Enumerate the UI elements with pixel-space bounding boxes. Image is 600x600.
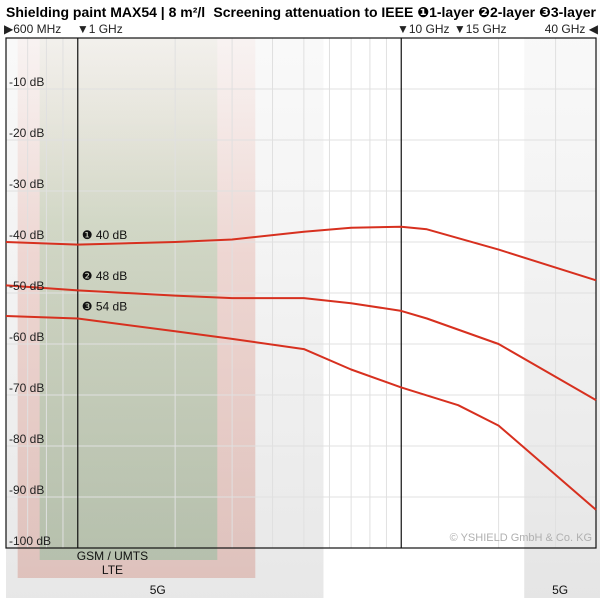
band-label: GSM / UMTS [77,549,148,563]
grid [5,37,597,549]
y-tick-label: -40 dB [9,228,44,242]
plot-frame [5,37,597,549]
x-tick-label: ▼15 GHz [454,22,507,36]
y-tick-label: -10 dB [9,75,44,89]
x-tick-label: ▶600 MHz [4,22,61,36]
chart-subtitle-legend: Screening attenuation to IEEE ❶1-layer ❷… [213,4,596,20]
annotation-label: ❸ 54 dB [82,299,127,313]
band-5g-high [524,38,600,598]
x-tick-label: ▼10 GHz [397,22,450,36]
series-lines [5,225,597,511]
y-tick-label: -30 dB [9,177,44,191]
y-tick-label: -70 dB [9,381,44,395]
y-tick-label: -100 dB [9,534,51,548]
band-label: LTE [102,563,123,577]
chart-title: Shielding paint MAX54 | 8 m²/l [6,4,205,20]
y-tick-label: -60 dB [9,330,44,344]
band-label: 5G [150,583,166,597]
series-line-2-layer [5,284,597,401]
y-tick-label: -80 dB [9,432,44,446]
annotation-label: ❶ 40 dB [82,228,127,242]
y-tick-label: -90 dB [9,483,44,497]
x-tick-label: ▼1 GHz [77,22,123,36]
band-label: 5G [552,583,568,597]
annotation-label: ❷ 48 dB [82,269,127,283]
y-tick-label: -50 dB [9,279,44,293]
x-tick-label: 40 GHz ◀ [545,22,599,36]
labels: Shielding paint MAX54 | 8 m²/l Screening … [4,4,599,597]
series-line-3-layer [5,315,597,511]
copyright-label: © YSHIELD GmbH & Co. KG [450,532,592,544]
series-line-1-layer [5,225,597,282]
y-tick-label: -20 dB [9,126,44,140]
frequency-bands [6,38,600,598]
